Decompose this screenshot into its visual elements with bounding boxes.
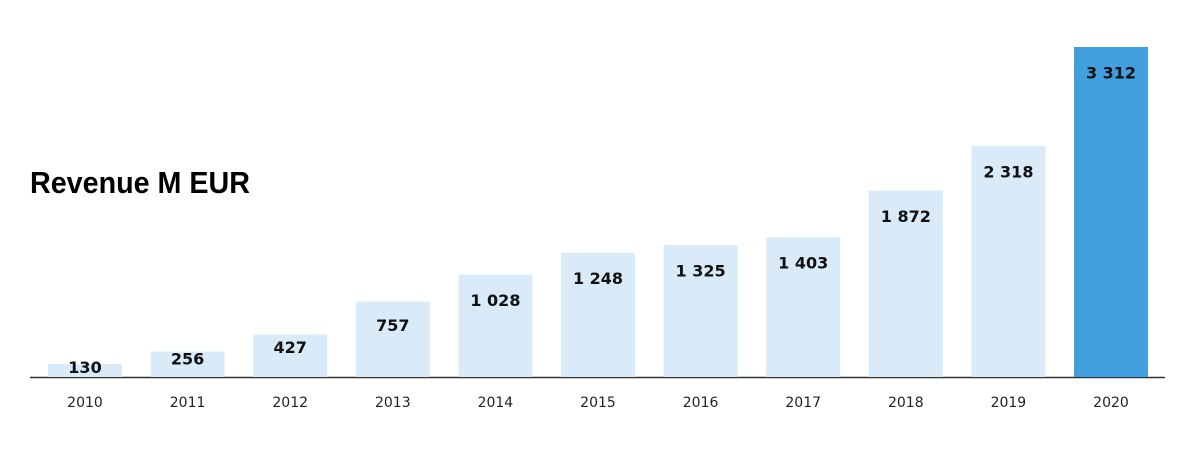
bar <box>971 146 1046 377</box>
x-tick-label: 2010 <box>67 395 103 411</box>
value-label: 427 <box>273 338 306 357</box>
value-label: 1 028 <box>470 291 520 310</box>
bar <box>150 351 225 377</box>
bar <box>48 364 122 377</box>
bar <box>355 301 430 377</box>
x-tick-label: 2013 <box>375 395 411 411</box>
value-label: 3 312 <box>1086 64 1136 83</box>
x-tick-label: 2012 <box>272 395 308 411</box>
x-tick-label: 2019 <box>991 395 1027 411</box>
x-tick-label: 2015 <box>580 395 616 411</box>
value-label: 1 872 <box>881 207 931 226</box>
bar <box>561 252 635 377</box>
value-label: 256 <box>171 349 204 368</box>
bar <box>1074 47 1148 377</box>
value-label: 2 318 <box>983 163 1033 182</box>
bar <box>253 334 328 377</box>
chart-title: Revenue M EUR <box>30 165 250 200</box>
value-label: 757 <box>376 316 409 335</box>
x-tick-label: 2018 <box>888 395 924 411</box>
x-tick-label: 2020 <box>1093 395 1129 411</box>
x-tick-label: 2016 <box>683 395 719 411</box>
value-label: 1 403 <box>778 254 828 273</box>
x-tick-label: 2011 <box>170 395 206 411</box>
value-label: 1 325 <box>676 261 726 280</box>
bar <box>458 274 533 377</box>
value-label: 1 248 <box>573 269 623 288</box>
bar <box>868 190 943 377</box>
x-tick-label: 2014 <box>478 395 514 411</box>
bar <box>766 237 841 377</box>
bar <box>663 244 738 377</box>
value-label: 130 <box>68 358 101 377</box>
x-tick-label: 2017 <box>785 395 821 411</box>
